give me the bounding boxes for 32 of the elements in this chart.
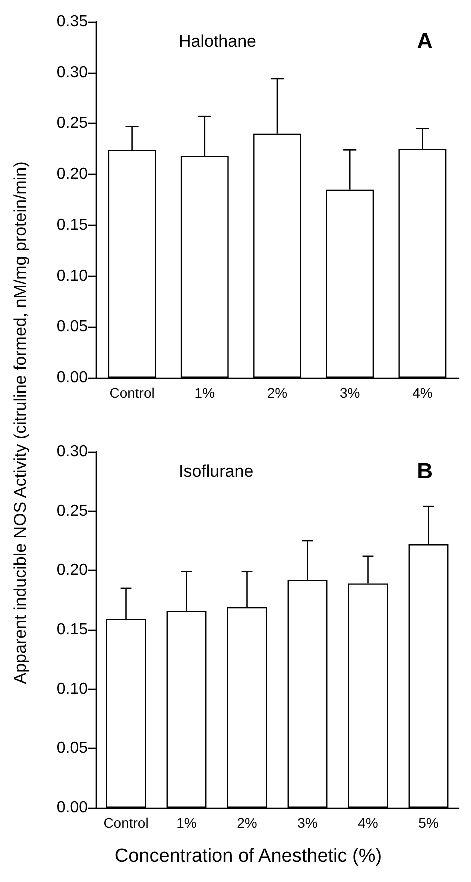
x-tick-label: Control [110,385,155,401]
text: Halothane [179,32,257,51]
y-tick-label: 0.25 [56,502,88,520]
y-tick-label: 0.00 [56,800,88,816]
x-tick-label: Control [104,815,149,831]
y-tick-label: 0.20 [56,166,88,184]
x-tick-label: 2% [267,385,288,401]
y-tick-label: 0.30 [56,444,88,460]
x-tick-label: 4% [412,385,433,401]
y-tick-label: 0.05 [56,318,88,336]
y-tick-label: 0.25 [56,115,88,132]
x-tick-label: 1% [176,815,197,831]
y-tick-label: 0.05 [56,740,88,758]
x-tick-label: 2% [237,815,258,831]
y-tick-label: 0.15 [56,622,88,638]
x-tick-label: 3% [340,385,360,401]
x-tick-label: 3% [298,815,318,831]
y-tick-label: 0.30 [56,64,88,82]
x-tick-label: 4% [358,815,378,831]
y-tick-label: 0.00 [56,370,88,386]
y-tick-label: 0.10 [56,268,88,285]
x-tick-label: 5% [418,815,439,831]
annotation: B [417,458,434,484]
y-tick-label: 0.20 [56,562,88,580]
y-tick-label: 0.15 [56,216,88,234]
x-axis-title: Concentration of Anesthetic (%) [114,846,384,868]
y-tick-label: 0.35 [56,14,88,30]
x-tick-label: 1% [194,385,216,401]
text: Isoflurane [179,462,254,481]
y-axis-title: Apparent inducible NOS Activity (citruline formed, nM/mg protein/min) [11,162,31,684]
y-tick-label: 0.10 [56,680,88,698]
annotation: A [417,28,434,54]
